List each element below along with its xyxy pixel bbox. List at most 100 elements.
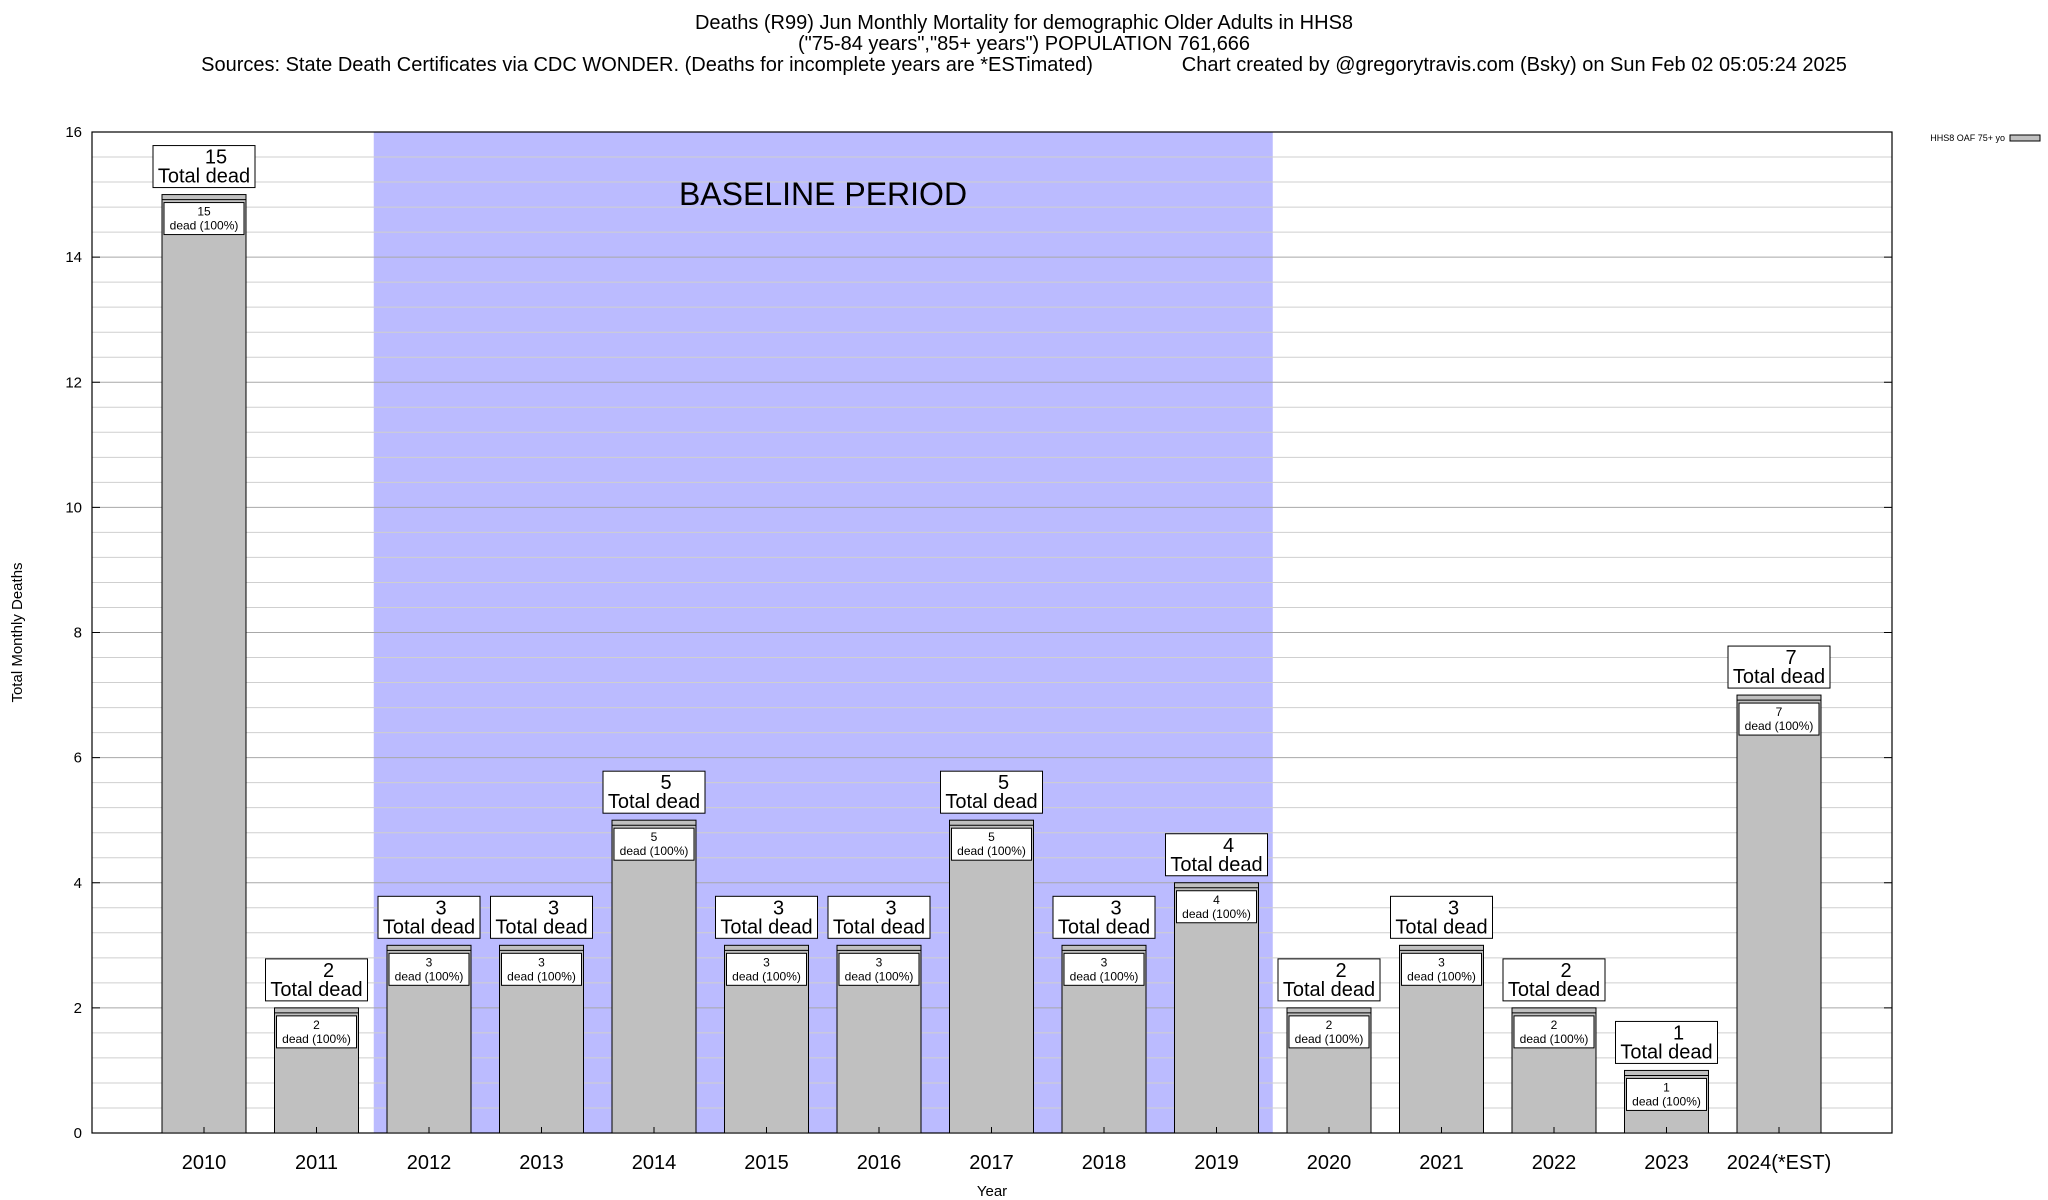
bar-top-label-box xyxy=(1277,958,1381,1002)
bar-inner-pct: dead (100%) xyxy=(845,969,914,983)
bar-inner-label-box xyxy=(1401,952,1482,986)
bar-value-label: 3 xyxy=(1110,897,1121,919)
bar-inner-label-box xyxy=(1738,702,1820,736)
bar-inner-value: 4 xyxy=(1213,893,1220,907)
bar-total-dead-label: Total dead xyxy=(1283,979,1375,1001)
x-tick-label: 2014 xyxy=(632,1152,677,1174)
bar-total-dead-label: Total dead xyxy=(833,916,925,938)
bar-inner-value: 3 xyxy=(538,955,545,969)
bar-inner-value: 5 xyxy=(651,830,658,844)
bar-inner-pct: dead (100%) xyxy=(1182,907,1251,921)
x-tick-label: 2021 xyxy=(1419,1152,1464,1174)
bar-inner-label-box xyxy=(388,952,470,986)
bar-inner-value: 1 xyxy=(1663,1080,1670,1094)
bar-inner-pct: dead (100%) xyxy=(1632,1094,1701,1108)
bar-inner-pct: dead (100%) xyxy=(507,969,576,983)
y-axis-label: Total Monthly Deaths xyxy=(9,562,26,702)
bar-inner-label-box xyxy=(501,952,582,986)
bar-inner-pct: dead (100%) xyxy=(1520,1032,1589,1046)
y-tick-label: 10 xyxy=(65,499,82,516)
x-tick-label: 2023 xyxy=(1644,1152,1689,1174)
chart-title-line-2: ("75-84 years","85+ years") POPULATION 7… xyxy=(797,33,1251,55)
bar-inner-label-box xyxy=(838,952,920,986)
bar-inner-pct: dead (100%) xyxy=(620,844,689,858)
bar xyxy=(949,819,1034,1134)
bar-top-label-box xyxy=(377,895,481,939)
bar-top-label-box xyxy=(1615,1020,1718,1064)
x-tick-label: 2016 xyxy=(857,1152,902,1174)
bar-inner-value: 3 xyxy=(876,955,883,969)
bar-inner-label-box xyxy=(276,1015,357,1049)
bar-total-dead-label: Total dead xyxy=(1508,979,1600,1001)
y-tick-label: 4 xyxy=(74,875,82,892)
bar-inner-value: 15 xyxy=(197,205,211,219)
y-tick-label: 12 xyxy=(65,374,82,391)
bar-inner-label-box xyxy=(613,827,695,861)
bar-total-dead-label: Total dead xyxy=(720,916,812,938)
x-tick-label: 2013 xyxy=(519,1152,564,1174)
bar-top-label-box xyxy=(827,895,931,939)
bar-value-label: 7 xyxy=(1785,647,1796,669)
bar-value-label: 3 xyxy=(885,897,896,919)
bar-total-dead-label: Total dead xyxy=(1620,1041,1712,1063)
bar-value-label: 3 xyxy=(1448,897,1459,919)
bar-inner-value: 3 xyxy=(1438,955,1445,969)
bar-top-label-box xyxy=(490,895,593,939)
bar-value-label: 2 xyxy=(323,960,334,982)
y-tick-label: 16 xyxy=(65,124,82,141)
bar-total-dead-label: Total dead xyxy=(495,916,587,938)
bar-inner-label-box xyxy=(1063,952,1145,986)
y-tick-label: 0 xyxy=(74,1125,82,1142)
bar xyxy=(1174,882,1259,1134)
x-tick-label: 2022 xyxy=(1532,1152,1577,1174)
bar-inner-value: 2 xyxy=(1551,1018,1558,1032)
bar-inner-value: 2 xyxy=(313,1018,320,1032)
bar-top-label-box xyxy=(1390,895,1493,939)
bar-top-label-box xyxy=(940,770,1043,814)
y-tick-label: 2 xyxy=(74,1000,82,1017)
bar-value-label: 3 xyxy=(548,897,559,919)
x-tick-label: 2010 xyxy=(182,1152,227,1174)
bar-total-dead-label: Total dead xyxy=(1170,854,1262,876)
bar-total-dead-label: Total dead xyxy=(383,916,475,938)
bar-inner-label-box xyxy=(1176,890,1257,924)
x-tick-label: 2019 xyxy=(1194,1152,1239,1174)
bar-inner-value: 5 xyxy=(988,830,995,844)
bar-inner-pct: dead (100%) xyxy=(1070,969,1139,983)
x-tick-label: 2024(*EST) xyxy=(1727,1152,1832,1174)
bar-top-label-box xyxy=(1502,958,1606,1002)
bar-top-label-box xyxy=(265,958,368,1002)
bar-total-dead-label: Total dead xyxy=(158,166,250,188)
bar-value-label: 4 xyxy=(1223,835,1234,857)
chart-title-line-1: Deaths (R99) Jun Monthly Mortality for d… xyxy=(694,12,1354,34)
x-tick-label: 2018 xyxy=(1082,1152,1127,1174)
bar-inner-value: 3 xyxy=(763,955,770,969)
bar-top-label-box xyxy=(1165,833,1268,877)
bar-total-dead-label: Total dead xyxy=(1733,666,1825,688)
bar-inner-label-box xyxy=(1288,1015,1370,1049)
bar xyxy=(611,819,697,1134)
bar-value-label: 2 xyxy=(1560,960,1571,982)
bar-total-dead-label: Total dead xyxy=(270,979,362,1001)
bar-inner-pct: dead (100%) xyxy=(1745,719,1814,733)
bar-inner-value: 3 xyxy=(426,955,433,969)
bar-inner-pct: dead (100%) xyxy=(1407,969,1476,983)
y-tick-label: 6 xyxy=(74,750,82,767)
bar-total-dead-label: Total dead xyxy=(945,791,1037,813)
bar-inner-label-box xyxy=(726,952,807,986)
bar-inner-label-box xyxy=(1626,1077,1707,1111)
x-tick-label: 2017 xyxy=(969,1152,1014,1174)
bar-top-label-box xyxy=(1052,895,1156,939)
bar-inner-pct: dead (100%) xyxy=(170,219,239,233)
bar-inner-label-box xyxy=(1513,1015,1595,1049)
bar-inner-pct: dead (100%) xyxy=(732,969,801,983)
bar-inner-value: 7 xyxy=(1776,705,1783,719)
bar-value-label: 1 xyxy=(1673,1022,1684,1044)
y-tick-label: 8 xyxy=(74,625,82,642)
bar-top-label-box xyxy=(715,895,818,939)
bar-inner-label-box xyxy=(163,202,245,236)
chart-source-line: Sources: State Death Certificates via CD… xyxy=(201,54,1847,76)
x-tick-label: 2015 xyxy=(744,1152,789,1174)
bar-value-label: 3 xyxy=(435,897,446,919)
